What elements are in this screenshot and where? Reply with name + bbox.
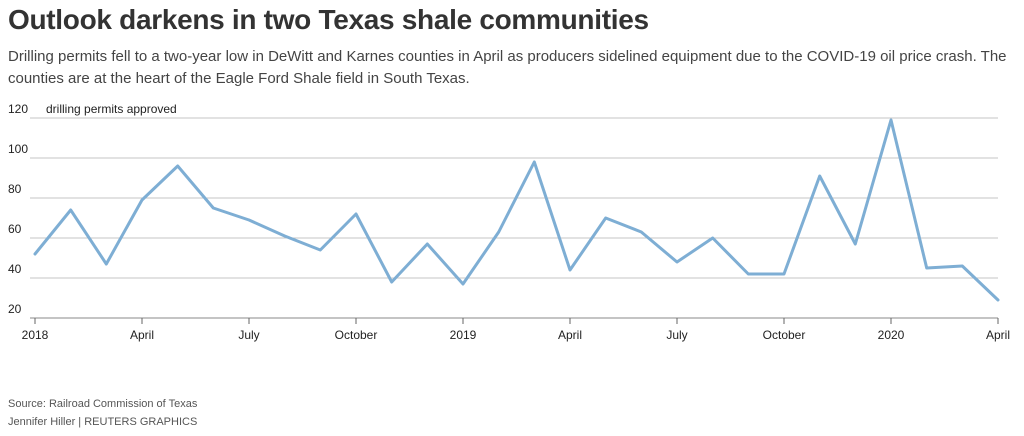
x-tick-label: April bbox=[986, 328, 1010, 342]
y-tick-label-80: 80 bbox=[8, 182, 22, 196]
data-point bbox=[497, 230, 500, 234]
y-tick-label-120: 120 bbox=[8, 102, 28, 116]
data-point bbox=[961, 264, 964, 268]
y-axis-tick-labels: 20 40 60 80 100 120 bbox=[8, 102, 28, 316]
data-point bbox=[568, 268, 572, 272]
data-point bbox=[854, 242, 857, 246]
x-tick-label: July bbox=[666, 328, 687, 342]
x-tick-label: 2019 bbox=[450, 328, 477, 342]
data-point bbox=[747, 272, 750, 276]
x-tick-label: July bbox=[238, 328, 259, 342]
data-point bbox=[247, 218, 251, 222]
data-point bbox=[782, 272, 786, 276]
data-point bbox=[426, 242, 429, 246]
data-point bbox=[354, 212, 358, 216]
data-point bbox=[996, 298, 1000, 302]
line-chart: 20 40 60 80 100 120 drilling permits approved… bbox=[8, 102, 1010, 342]
x-tick-label: October bbox=[335, 328, 378, 342]
x-tick-label: April bbox=[130, 328, 154, 342]
data-point bbox=[711, 236, 714, 240]
x-tick-label: October bbox=[763, 328, 806, 342]
data-point bbox=[69, 208, 72, 212]
credit-note: Jennifer Hiller | REUTERS GRAPHICS bbox=[8, 416, 198, 428]
data-point bbox=[818, 174, 821, 178]
data-point bbox=[140, 198, 144, 202]
x-tick-label: April bbox=[558, 328, 582, 342]
data-point bbox=[319, 248, 322, 252]
y-tick-label-20: 20 bbox=[8, 302, 22, 316]
source-note: Source: Railroad Commission of Texas bbox=[8, 398, 198, 410]
data-point bbox=[283, 234, 286, 238]
x-tick-label: 2020 bbox=[878, 328, 905, 342]
data-point bbox=[105, 262, 108, 266]
x-axis: 2018 April July October 2019 April July October… bbox=[22, 317, 1010, 342]
data-point bbox=[640, 230, 643, 234]
y-tick-label-40: 40 bbox=[8, 262, 22, 276]
data-point bbox=[889, 118, 893, 122]
gridlines bbox=[30, 117, 998, 279]
data-point bbox=[675, 260, 679, 264]
data-point bbox=[212, 206, 215, 210]
chart-subtitle: Drilling permits fell to a two-year low … bbox=[8, 48, 1007, 87]
chart-title: Outlook darkens in two Texas shale commu… bbox=[8, 4, 649, 35]
data-point bbox=[461, 282, 465, 286]
data-point bbox=[533, 160, 536, 164]
y-tick-label-60: 60 bbox=[8, 222, 22, 236]
data-point bbox=[925, 266, 928, 270]
series-line-0 bbox=[33, 118, 1000, 302]
x-tick-label: 2018 bbox=[22, 328, 49, 342]
series-layer bbox=[33, 118, 1000, 302]
data-point bbox=[390, 280, 393, 284]
y-tick-label-100: 100 bbox=[8, 142, 28, 156]
y-axis-label: drilling permits approved bbox=[46, 102, 177, 116]
data-point bbox=[33, 252, 37, 256]
data-point bbox=[604, 216, 607, 220]
data-point bbox=[176, 164, 179, 168]
